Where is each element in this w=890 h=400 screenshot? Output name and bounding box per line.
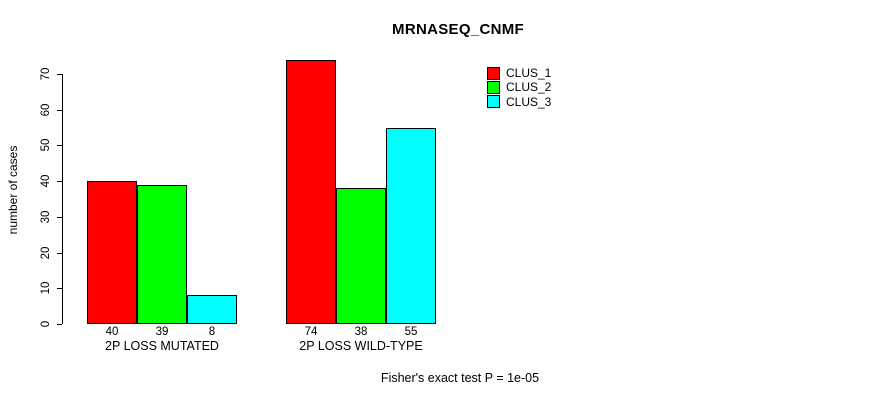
legend-swatch-icon <box>487 95 500 109</box>
y-axis-tick <box>57 145 62 147</box>
legend-row: CLUS_2 <box>487 80 551 94</box>
legend: CLUS_1 CLUS_2 CLUS_3 <box>487 66 551 109</box>
bar-value-label: 8 <box>208 326 216 338</box>
y-axis-tick-label: 30 <box>40 210 52 224</box>
y-axis-tick-label: 20 <box>40 246 52 259</box>
legend-row: CLUS_3 <box>487 95 551 109</box>
y-axis-tick-label: 0 <box>40 320 52 328</box>
chart-title: MRNASEQ_CNMF <box>392 21 524 38</box>
legend-label: CLUS_1 <box>506 66 552 81</box>
y-axis-tick-label: 50 <box>40 139 52 152</box>
category-label: 2P LOSS MUTATED <box>105 339 219 353</box>
y-axis-tick-label: 40 <box>40 174 52 188</box>
bar-value-label: 74 <box>304 326 318 338</box>
y-axis-tick-label: 10 <box>40 281 52 295</box>
y-axis-title: number of cases <box>6 145 20 235</box>
y-axis-tick <box>57 252 62 254</box>
legend-label: CLUS_3 <box>506 94 552 109</box>
y-axis-tick <box>57 216 62 218</box>
legend-swatch-icon <box>487 66 500 80</box>
annotation-text: Fisher's exact test P = 1e-05 <box>380 371 540 385</box>
bar-value-label: 55 <box>404 326 418 338</box>
bar-clus_3-1 <box>187 295 237 324</box>
y-axis-tick <box>57 74 62 75</box>
bar-clus_2-2 <box>336 188 386 324</box>
y-axis-tick-label: 70 <box>40 67 52 81</box>
bar-value-label: 39 <box>155 326 169 338</box>
y-axis-line <box>62 74 63 324</box>
legend-swatch-icon <box>487 80 500 94</box>
y-axis-tick <box>57 324 62 325</box>
bar-value-label: 40 <box>105 326 119 338</box>
y-axis-tick <box>57 288 62 290</box>
legend-label: CLUS_2 <box>506 80 552 95</box>
y-axis-tick <box>57 109 62 111</box>
bar-value-label: 38 <box>354 326 368 338</box>
bar-clus_3-2 <box>386 127 436 324</box>
bar-clus_2-1 <box>137 184 187 324</box>
y-axis-tick-label: 60 <box>40 103 52 117</box>
legend-row: CLUS_1 <box>487 66 551 80</box>
bar-clus_1-2 <box>286 59 336 324</box>
y-axis-tick <box>57 181 62 183</box>
category-label: 2P LOSS WILD-TYPE <box>299 339 423 353</box>
bar-clus_1-1 <box>87 181 137 324</box>
